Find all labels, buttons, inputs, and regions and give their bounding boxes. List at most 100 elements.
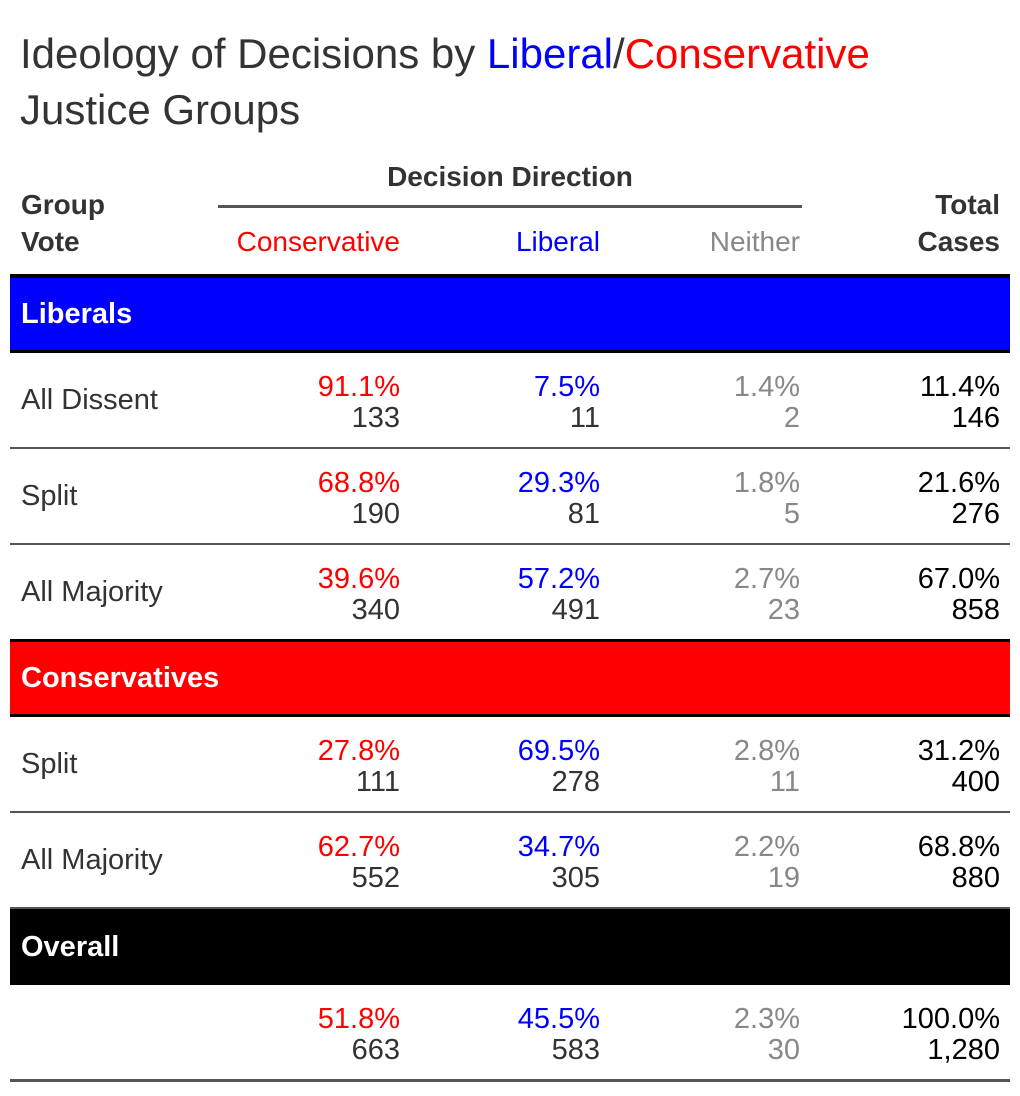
cell-neither: 2.3% 30 xyxy=(734,1004,800,1066)
cell-liberal: 45.5% 583 xyxy=(518,1004,600,1066)
cell-conservative: 62.7% 552 xyxy=(318,832,400,894)
cell-liberal: 29.3% 81 xyxy=(518,468,600,530)
cell-conservative-percent: 51.8% xyxy=(317,1003,400,1035)
header-spanner-decision-direction: Decision Direction xyxy=(387,161,633,192)
header-total-cases: Total Cases xyxy=(917,186,1000,260)
cell-conservative-count: 190 xyxy=(351,498,400,530)
cell-neither-percent: 1.4% xyxy=(733,371,800,403)
cell-liberal: 69.5% 278 xyxy=(518,736,600,798)
cell-liberal-percent: 7.5% xyxy=(533,371,600,403)
cell-total-count: 276 xyxy=(951,498,1000,530)
chart-title: Ideology of Decisions by Liberal/Conserv… xyxy=(20,26,1010,138)
group-header-liberals: Liberals xyxy=(10,278,1010,353)
table-row: 51.8% 663 45.5% 583 2.3% 30 100.0% 1,280 xyxy=(10,985,1010,1082)
cell-liberal-percent: 45.5% xyxy=(517,1003,600,1035)
results-table: Group Vote Decision Direction Conservati… xyxy=(10,150,1010,1082)
cell-neither-count: 5 xyxy=(783,498,800,530)
cell-liberal-count: 305 xyxy=(551,862,600,894)
table-row: Split 27.8% 111 69.5% 278 2.8% 11 31.2% 400 xyxy=(10,717,1010,813)
cell-liberal: 57.2% 491 xyxy=(518,564,600,626)
cell-neither: 1.4% 2 xyxy=(734,372,800,434)
cell-neither-percent: 2.7% xyxy=(733,563,800,595)
cell-liberal-percent: 34.7% xyxy=(517,831,600,863)
cell-total-count: 400 xyxy=(951,766,1000,798)
row-label: All Dissent xyxy=(21,383,158,416)
cell-liberal: 34.7% 305 xyxy=(518,832,600,894)
cell-liberal: 7.5% 11 xyxy=(534,372,600,434)
cell-conservative: 68.8% 190 xyxy=(318,468,400,530)
cell-total: 31.2% 400 xyxy=(918,736,1000,798)
table-row: All Majority 39.6% 340 57.2% 491 2.7% 23 67.0% 8… xyxy=(10,545,1010,642)
cell-liberal-percent: 29.3% xyxy=(517,467,600,499)
header-total-line2: Cases xyxy=(917,226,1000,257)
cell-conservative-count: 340 xyxy=(351,594,400,626)
cell-neither-count: 30 xyxy=(767,1034,800,1066)
cell-total-percent: 31.2% xyxy=(917,735,1000,767)
cell-neither-count: 2 xyxy=(783,402,800,434)
cell-neither-count: 11 xyxy=(769,766,800,798)
row-label: All Majority xyxy=(21,843,163,876)
header-col-neither: Neither xyxy=(709,226,800,257)
cell-total-percent: 11.4% xyxy=(919,371,1000,403)
cell-conservative-percent: 39.6% xyxy=(317,563,400,595)
cell-neither-count: 19 xyxy=(767,862,800,894)
cell-neither-percent: 2.2% xyxy=(733,831,800,863)
cell-total-count: 858 xyxy=(951,594,1000,626)
cell-neither-percent: 2.3% xyxy=(733,1003,800,1035)
table-row: All Dissent 91.1% 133 7.5% 11 1.4% 2 11.4% 146 xyxy=(10,353,1010,449)
cell-conservative: 39.6% 340 xyxy=(318,564,400,626)
cell-liberal-count: 278 xyxy=(551,766,600,798)
header-total-line1: Total xyxy=(935,189,1000,220)
cell-total: 21.6% 276 xyxy=(918,468,1000,530)
cell-conservative: 27.8% 111 xyxy=(318,736,400,798)
cell-conservative-percent: 68.8% xyxy=(317,467,400,499)
cell-total: 67.0% 858 xyxy=(918,564,1000,626)
cell-total: 11.4% 146 xyxy=(920,372,1000,434)
cell-conservative-percent: 91.1% xyxy=(317,371,400,403)
cell-conservative: 91.1% 133 xyxy=(318,372,400,434)
cell-neither-percent: 1.8% xyxy=(733,467,800,499)
header-spanner-rule xyxy=(218,205,802,208)
cell-conservative-count: 111 xyxy=(355,766,400,798)
title-conservative-word: Conservative xyxy=(624,30,870,77)
cell-neither: 2.8% 11 xyxy=(734,736,800,798)
cell-neither: 1.8% 5 xyxy=(734,468,800,530)
cell-total: 100.0% 1,280 xyxy=(902,1004,1000,1066)
title-slash: / xyxy=(613,30,625,77)
cell-neither-count: 23 xyxy=(767,594,800,626)
header-group-vote-line2: Vote xyxy=(21,226,80,257)
row-label: All Majority xyxy=(21,575,163,608)
table-header: Group Vote Decision Direction Conservati… xyxy=(10,150,1010,274)
title-prefix: Ideology of Decisions by xyxy=(20,30,487,77)
cell-total-percent: 100.0% xyxy=(901,1003,1000,1035)
cell-total-percent: 68.8% xyxy=(917,831,1000,863)
cell-conservative-percent: 62.7% xyxy=(317,831,400,863)
cell-conservative-count: 552 xyxy=(351,862,400,894)
header-group-vote-line1: Group xyxy=(21,189,105,220)
cell-conservative-count: 663 xyxy=(351,1034,400,1066)
header-group-vote: Group Vote xyxy=(21,186,105,260)
cell-total-count: 146 xyxy=(951,402,1000,434)
row-label: Split xyxy=(21,747,78,780)
title-liberal-word: Liberal xyxy=(486,30,614,77)
table-row: All Majority 62.7% 552 34.7% 305 2.2% 19 68.8% 8… xyxy=(10,813,1010,909)
table-body: Liberals All Dissent 91.1% 133 7.5% 11 1.4% 2 11… xyxy=(10,278,1010,1082)
cell-conservative: 51.8% 663 xyxy=(318,1004,400,1066)
cell-liberal-count: 491 xyxy=(551,594,600,626)
cell-neither: 2.7% 23 xyxy=(734,564,800,626)
cell-liberal-count: 583 xyxy=(551,1034,600,1066)
cell-neither: 2.2% 19 xyxy=(734,832,800,894)
cell-total-count: 880 xyxy=(951,862,1000,894)
header-bottom-rule xyxy=(10,274,1010,278)
row-label: Split xyxy=(21,479,78,512)
group-header-overall: Overall xyxy=(10,909,1010,985)
cell-liberal-percent: 69.5% xyxy=(517,735,600,767)
header-col-liberal: Liberal xyxy=(515,226,600,257)
group-header-conservatives: Conservatives xyxy=(10,642,1010,717)
cell-conservative-percent: 27.8% xyxy=(317,735,400,767)
table-row: Split 68.8% 190 29.3% 81 1.8% 5 21.6% 276 xyxy=(10,449,1010,545)
cell-neither-percent: 2.8% xyxy=(733,735,800,767)
cell-conservative-count: 133 xyxy=(351,402,400,434)
cell-liberal-count: 11 xyxy=(569,402,600,434)
header-col-conservative: Conservative xyxy=(236,226,400,257)
